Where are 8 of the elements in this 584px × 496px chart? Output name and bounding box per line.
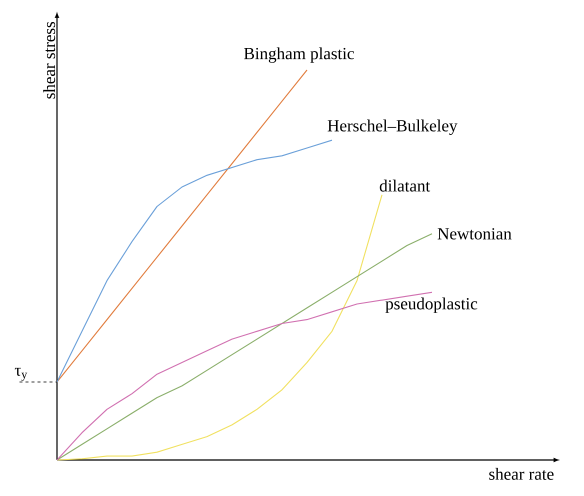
series-label: Herschel–Bulkeley xyxy=(328,120,458,135)
x-axis-title: shear rate xyxy=(489,468,554,480)
y-axis-title: shear stress xyxy=(43,22,56,99)
series-label: pseudoplastic xyxy=(385,298,478,313)
series-label: dilatant xyxy=(380,180,430,192)
series-label: Newtonian xyxy=(438,228,512,240)
ref-line-label: τ$_{y}$ xyxy=(14,368,28,381)
series-label: Bingham plastic xyxy=(244,47,354,63)
